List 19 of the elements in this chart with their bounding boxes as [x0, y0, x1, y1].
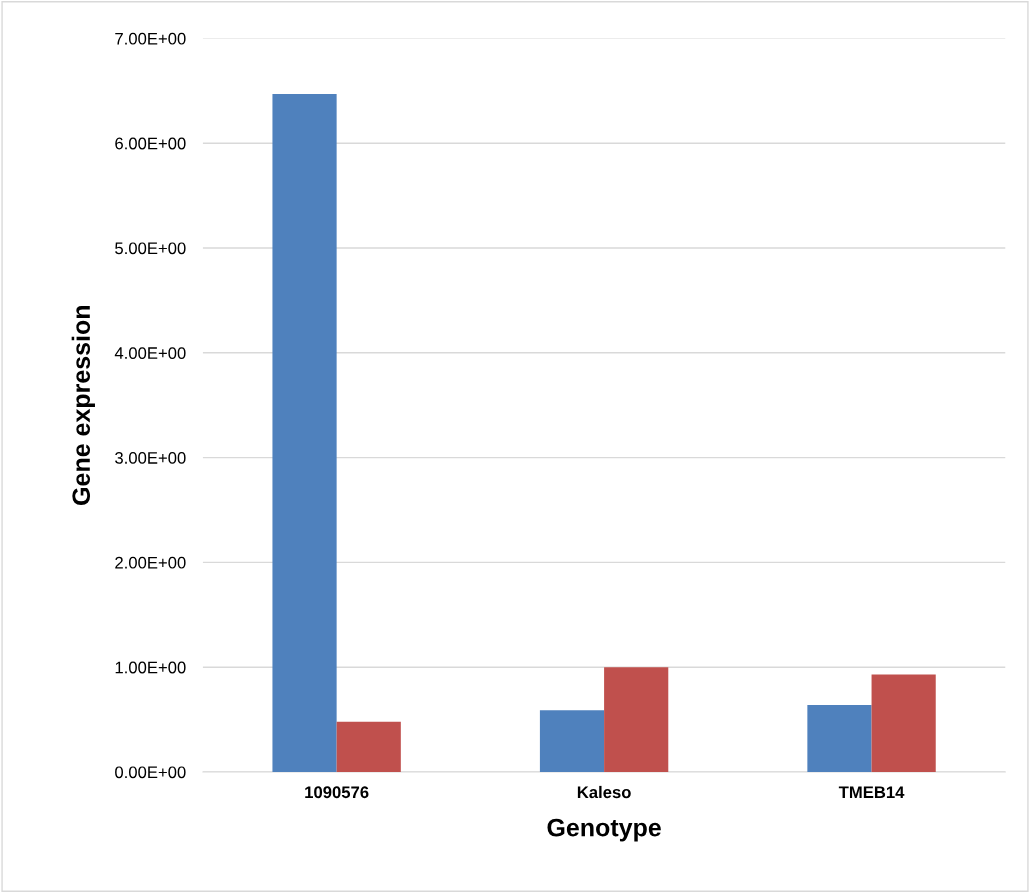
bar	[604, 667, 669, 772]
bar	[272, 93, 337, 772]
y-tick-label: 6.00E+00	[115, 137, 186, 150]
x-tick-label: TMEB14	[838, 786, 905, 798]
y-tick-label: 2.00E+00	[115, 556, 186, 569]
x-axis-title: Genotype	[547, 818, 661, 842]
x-tick-label: 1090576	[305, 786, 369, 799]
y-tick-label: 1.00E+00	[115, 661, 186, 674]
y-tick-label: 7.00E+00	[115, 32, 186, 45]
x-tick-label: Kaleso	[577, 785, 631, 799]
bar	[336, 721, 401, 772]
y-tick-label: 0.00E+00	[115, 766, 186, 779]
bar	[539, 710, 605, 772]
bar	[871, 674, 936, 772]
bar	[807, 704, 872, 772]
y-tick-label: 5.00E+00	[115, 242, 186, 255]
y-axis-title: Gene expression	[71, 306, 95, 505]
y-tick-label: 4.00E+00	[114, 347, 186, 359]
y-tick-label: 3.00E+00	[115, 452, 186, 464]
